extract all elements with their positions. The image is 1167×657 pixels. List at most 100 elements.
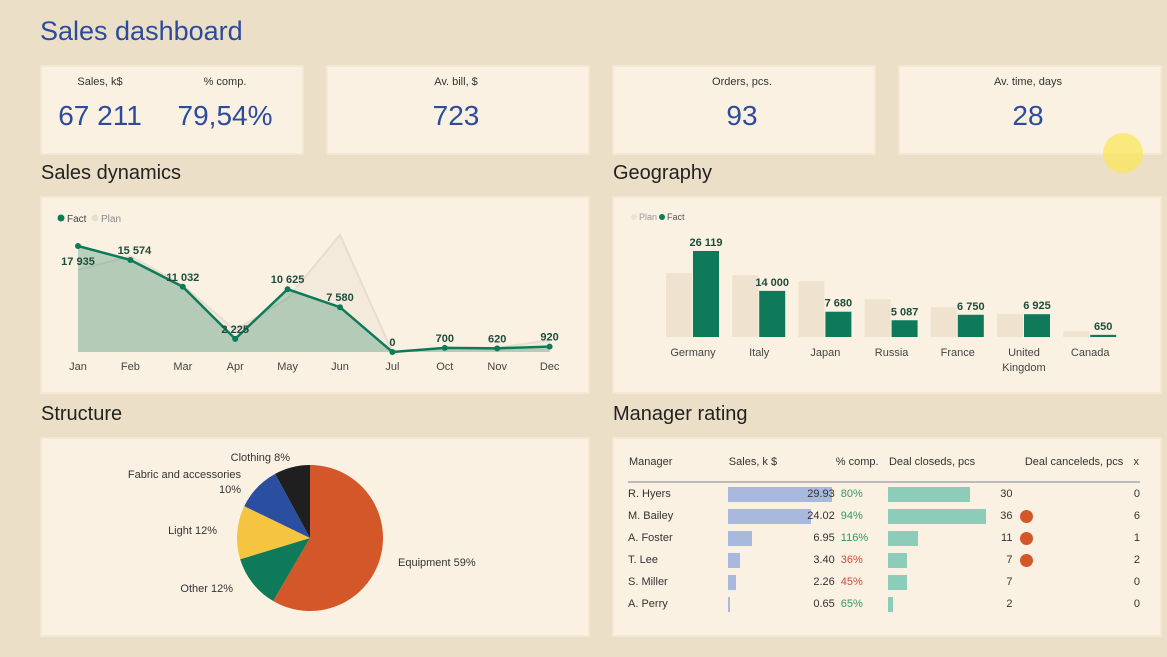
plan-bar (997, 313, 1023, 337)
warning-dot (1020, 509, 1034, 523)
plan-bar (798, 281, 825, 337)
x-tick-label: Russia (875, 347, 910, 359)
page-title: Sales dashboard (40, 16, 243, 46)
column-header[interactable]: Sales, k $ (727, 455, 835, 483)
fact-data-label: 6 925 (1023, 300, 1051, 312)
comp-value: 80% (840, 488, 863, 500)
sales-bar (727, 575, 736, 590)
sales-value: 67 211 (58, 100, 142, 131)
column-header[interactable]: x (1124, 455, 1140, 483)
fact-bar (891, 320, 918, 337)
fact-point (546, 343, 553, 350)
closed-bar (887, 553, 908, 568)
x-tick-label: Jul (385, 361, 399, 373)
x-tick-label: Apr (227, 361, 244, 373)
fact-data-label: 7 580 (326, 292, 354, 304)
column-header[interactable]: Deal closeds, pcs (887, 455, 1017, 483)
x-tick-label: United (1008, 347, 1040, 359)
fact-point (284, 286, 291, 293)
manager-name: M. Bailey (628, 510, 674, 522)
x-tick-label: Jan (69, 361, 87, 373)
pie-label: Other 12% (180, 583, 233, 595)
sales-value: 6.95 (813, 532, 835, 544)
canceled-value: 0 (1133, 488, 1140, 500)
time-value: 28 (1012, 100, 1044, 131)
manager-name: A. Foster (628, 532, 673, 544)
plan-bar (666, 273, 692, 337)
closed-value: 11 (1001, 532, 1013, 544)
sales-dynamics-title: Sales dynamics (41, 162, 182, 184)
pie-slice (244, 473, 310, 538)
pie-label: Light 12% (168, 525, 217, 537)
sales-value: 29.93 (807, 488, 835, 500)
fact-line (77, 244, 550, 354)
time-label: Av. time, days (993, 76, 1063, 88)
structure-title: Structure (41, 403, 123, 425)
legend-fact: Fact (67, 214, 87, 225)
kpi-sales-card (40, 65, 304, 155)
x-tick-label: Mar (173, 361, 192, 373)
warning-dot (1020, 553, 1034, 567)
fact-data-label: 5 087 (891, 306, 919, 318)
x-tick-label: Italy (749, 347, 770, 359)
fact-point (337, 304, 343, 311)
x-tick-label: Dec (540, 361, 560, 373)
x-tick-label: May (277, 361, 298, 373)
x-tick-label: Germany (670, 347, 716, 359)
table-row: T. Lee 3.40 36% 7 2 (628, 549, 1140, 571)
sales-bar (727, 509, 812, 524)
orders-value: 93 (726, 100, 758, 131)
sales-bar (727, 531, 752, 546)
column-header[interactable]: Manager (628, 455, 728, 483)
pie-slice (273, 465, 383, 611)
closed-bar (887, 487, 970, 502)
x-tick-label: Canada (1071, 347, 1110, 359)
x-tick-label: Japan (810, 347, 840, 359)
pie-label: Clothing 8% (231, 452, 291, 464)
closed-bar (887, 509, 986, 524)
canceled-value: 6 (1133, 510, 1140, 522)
kpi-bill-card (326, 65, 590, 155)
x-tick-label: Jun (331, 361, 349, 373)
canceled-value: 1 (1133, 532, 1140, 544)
table-row: M. Bailey 24.02 94% 36 6 (628, 505, 1140, 527)
column-header[interactable]: % comp. (834, 455, 888, 483)
closed-bar (887, 597, 894, 612)
fact-bar (957, 314, 984, 337)
orders-label: Orders, pcs. (712, 76, 772, 88)
pie-label: Equipment 59% (398, 557, 476, 569)
plan-bar (1063, 331, 1090, 337)
manager-name: R. Hyers (628, 488, 671, 500)
fact-point (494, 345, 501, 352)
legend-plan-marker (91, 214, 99, 222)
closed-value: 2 (1006, 598, 1013, 610)
pie-label: Fabric and accessories (128, 469, 242, 481)
x-tick-label: France (941, 347, 975, 359)
manager-name: T. Lee (628, 554, 658, 566)
pie-label-pct: 10% (219, 484, 241, 496)
sales-value: 0.65 (813, 598, 835, 610)
manager-table: Manager Sales, k $% comp. Deal closeds, pc… (628, 455, 1140, 615)
fact-data-label: 17 935 (61, 256, 95, 268)
fact-point (179, 283, 186, 290)
fact-data-label: 620 (488, 333, 506, 345)
fact-point (389, 349, 396, 355)
canceled-value: 0 (1133, 598, 1140, 610)
sales-label: Sales, k$ (77, 76, 123, 88)
comp-value: 45% (840, 576, 863, 588)
comp-label: % comp. (203, 76, 247, 88)
fact-data-label: 10 625 (271, 274, 305, 286)
column-header[interactable]: Deal canceleds, pcs (1016, 455, 1125, 483)
fact-point (127, 256, 134, 263)
fact-data-label: 6 750 (957, 301, 985, 313)
comp-value: 79,54% (177, 100, 273, 131)
bill-label: Av. bill, $ (434, 76, 478, 88)
mouse-cursor-highlight (1103, 133, 1143, 173)
fact-data-label: 26 119 (689, 237, 722, 249)
closed-bar (887, 531, 918, 546)
fact-data-label: 15 574 (118, 245, 153, 257)
canceled-value: 2 (1133, 554, 1140, 566)
manager-name: S. Miller (628, 576, 668, 588)
fact-point (75, 243, 81, 249)
